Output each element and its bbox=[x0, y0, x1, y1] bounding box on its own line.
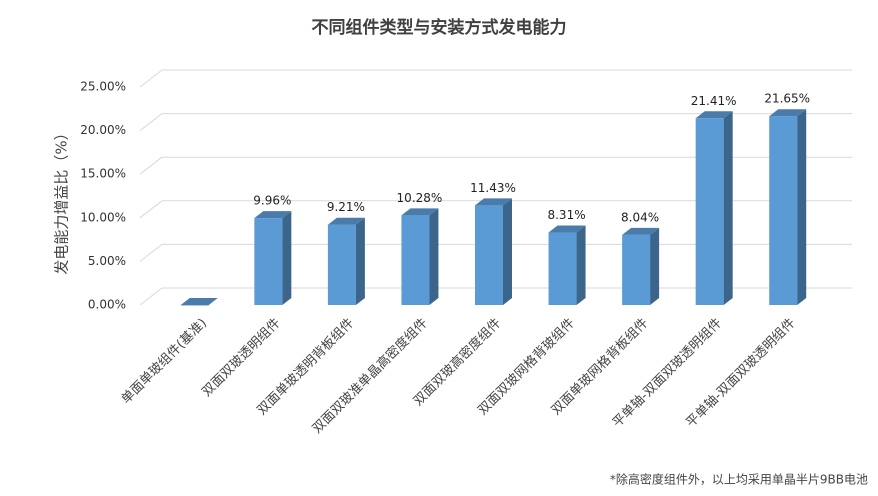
bar-top bbox=[254, 211, 292, 219]
value-label: 21.41% bbox=[691, 94, 737, 108]
chart-title: 不同组件类型与安装方式发电能力 bbox=[312, 17, 567, 38]
value-label: 8.04% bbox=[621, 210, 659, 224]
bar bbox=[401, 215, 430, 305]
value-label: 10.28% bbox=[397, 191, 443, 205]
grid-line-diag bbox=[139, 287, 163, 306]
grid-line-diag bbox=[139, 244, 163, 262]
footnote: *除高密度组件外，以上均采用单晶半片9BB电池 bbox=[610, 472, 868, 487]
bar-top bbox=[401, 208, 439, 216]
bar-side bbox=[650, 227, 660, 305]
bar-top bbox=[548, 225, 586, 233]
grid-line-diag bbox=[139, 113, 163, 131]
bar-top bbox=[475, 198, 512, 206]
y-tick-label: 0.00% bbox=[88, 298, 126, 312]
bar-top bbox=[327, 217, 365, 225]
bar bbox=[327, 224, 356, 305]
value-label: 21.65% bbox=[764, 92, 810, 106]
x-tick-label: 双面双玻透明组件 bbox=[199, 316, 283, 400]
grid-line-diag bbox=[139, 69, 163, 88]
bar-side bbox=[576, 225, 586, 305]
bar-side bbox=[503, 198, 512, 305]
bar-side bbox=[282, 211, 292, 305]
grid-line-diag bbox=[139, 156, 163, 175]
bar-side bbox=[429, 208, 439, 305]
value-label: 9.96% bbox=[253, 194, 291, 208]
bar bbox=[695, 118, 724, 305]
value-label: 9.21% bbox=[327, 200, 365, 214]
bar-top bbox=[769, 109, 807, 117]
bar bbox=[475, 205, 503, 305]
bar bbox=[769, 116, 798, 305]
y-tick-label: 15.00% bbox=[80, 167, 126, 181]
bar-side bbox=[797, 109, 807, 305]
y-tick-label: 10.00% bbox=[80, 210, 126, 224]
grid-line-diag bbox=[139, 200, 163, 219]
bar-top bbox=[180, 298, 218, 305]
y-axis-label: 发电能力增益比（%） bbox=[53, 125, 71, 274]
value-label: 11.43% bbox=[470, 181, 516, 195]
x-tick-label: 单面单玻组件(基准) bbox=[119, 316, 210, 407]
y-tick-label: 20.00% bbox=[80, 123, 126, 137]
bar bbox=[548, 232, 577, 305]
bar bbox=[180, 305, 209, 306]
bar-side bbox=[723, 111, 733, 305]
bar bbox=[622, 234, 651, 305]
bar bbox=[254, 218, 283, 305]
y-tick-label: 5.00% bbox=[88, 254, 126, 268]
bar-top bbox=[622, 227, 660, 235]
x-tick-label: 双面双玻准单晶高密度组件 bbox=[309, 315, 431, 437]
bar-top bbox=[695, 111, 733, 119]
value-label: 8.31% bbox=[547, 208, 585, 222]
y-tick-label: 25.00% bbox=[80, 80, 126, 94]
bar-side bbox=[355, 217, 365, 305]
